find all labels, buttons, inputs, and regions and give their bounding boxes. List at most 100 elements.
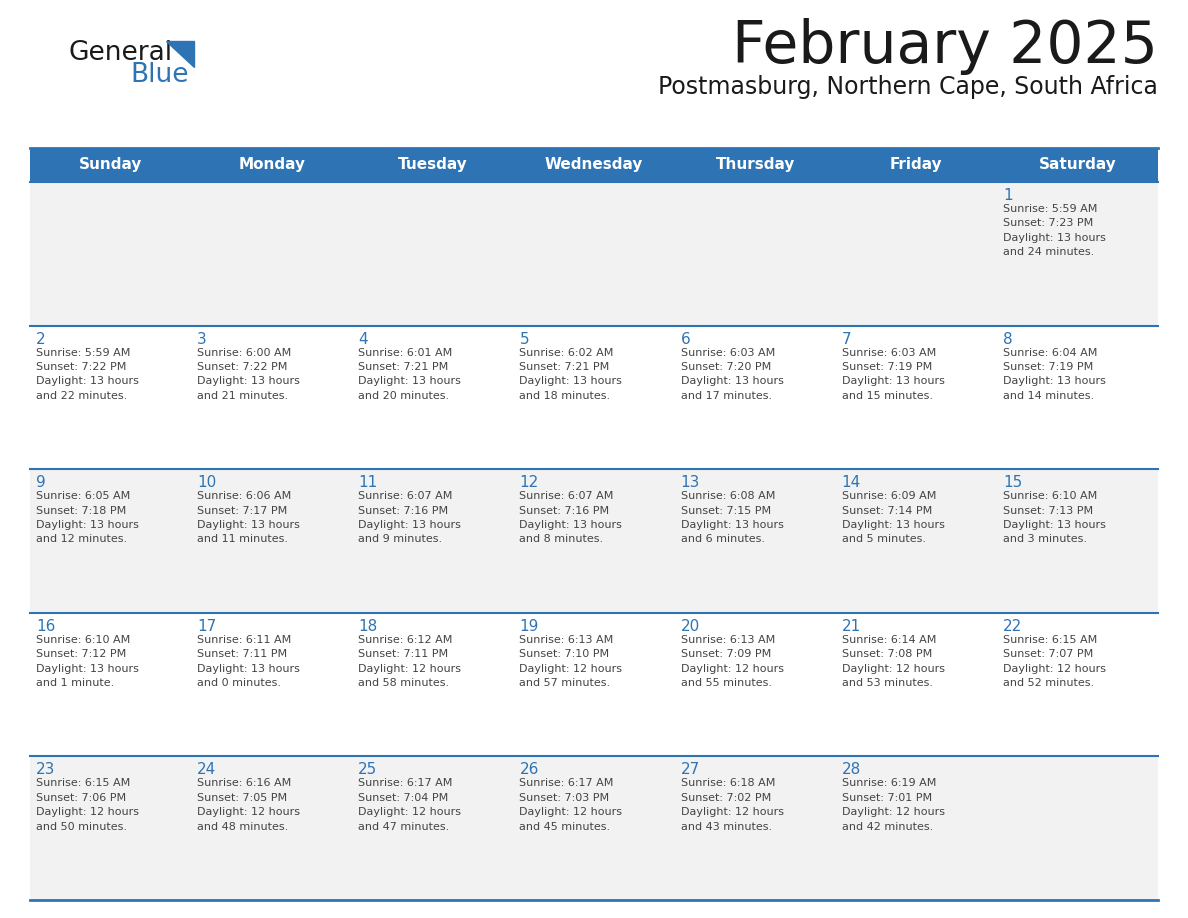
Text: 15: 15 (1003, 476, 1022, 490)
Text: 9: 9 (36, 476, 46, 490)
Text: 25: 25 (359, 763, 378, 778)
Bar (353, 613, 513, 756)
Text: 14: 14 (842, 476, 861, 490)
Text: Blue: Blue (129, 62, 189, 88)
Bar (353, 326, 513, 469)
Bar (675, 756, 835, 900)
Text: Monday: Monday (239, 158, 305, 173)
Text: February 2025: February 2025 (732, 18, 1158, 75)
Text: General: General (68, 40, 172, 66)
Text: Sunrise: 6:07 AM
Sunset: 7:16 PM
Daylight: 13 hours
and 9 minutes.: Sunrise: 6:07 AM Sunset: 7:16 PM Dayligh… (359, 491, 461, 544)
Bar (675, 613, 835, 756)
Text: Sunrise: 6:19 AM
Sunset: 7:01 PM
Daylight: 12 hours
and 42 minutes.: Sunrise: 6:19 AM Sunset: 7:01 PM Dayligh… (842, 778, 944, 832)
Bar (353, 148, 513, 182)
Bar (835, 148, 997, 182)
Text: Sunrise: 6:14 AM
Sunset: 7:08 PM
Daylight: 12 hours
and 53 minutes.: Sunrise: 6:14 AM Sunset: 7:08 PM Dayligh… (842, 635, 944, 688)
Text: Sunrise: 6:11 AM
Sunset: 7:11 PM
Daylight: 13 hours
and 0 minutes.: Sunrise: 6:11 AM Sunset: 7:11 PM Dayligh… (197, 635, 301, 688)
Text: Sunrise: 6:00 AM
Sunset: 7:22 PM
Daylight: 13 hours
and 21 minutes.: Sunrise: 6:00 AM Sunset: 7:22 PM Dayligh… (197, 348, 301, 401)
Text: Sunrise: 6:09 AM
Sunset: 7:14 PM
Daylight: 13 hours
and 5 minutes.: Sunrise: 6:09 AM Sunset: 7:14 PM Dayligh… (842, 491, 944, 544)
Bar (997, 182, 1158, 326)
Bar (675, 148, 835, 182)
Text: Sunrise: 5:59 AM
Sunset: 7:23 PM
Daylight: 13 hours
and 24 minutes.: Sunrise: 5:59 AM Sunset: 7:23 PM Dayligh… (1003, 204, 1106, 257)
Text: 23: 23 (36, 763, 56, 778)
Bar (835, 756, 997, 900)
Text: Sunrise: 6:15 AM
Sunset: 7:06 PM
Daylight: 12 hours
and 50 minutes.: Sunrise: 6:15 AM Sunset: 7:06 PM Dayligh… (36, 778, 139, 832)
Polygon shape (166, 41, 194, 67)
Text: Sunrise: 6:04 AM
Sunset: 7:19 PM
Daylight: 13 hours
and 14 minutes.: Sunrise: 6:04 AM Sunset: 7:19 PM Dayligh… (1003, 348, 1106, 401)
Bar (997, 326, 1158, 469)
Text: Sunrise: 6:02 AM
Sunset: 7:21 PM
Daylight: 13 hours
and 18 minutes.: Sunrise: 6:02 AM Sunset: 7:21 PM Dayligh… (519, 348, 623, 401)
Text: 11: 11 (359, 476, 378, 490)
Text: 10: 10 (197, 476, 216, 490)
Bar (835, 182, 997, 326)
Bar (997, 469, 1158, 613)
Bar (835, 469, 997, 613)
Text: Sunrise: 6:10 AM
Sunset: 7:12 PM
Daylight: 13 hours
and 1 minute.: Sunrise: 6:10 AM Sunset: 7:12 PM Dayligh… (36, 635, 139, 688)
Text: Sunday: Sunday (78, 158, 143, 173)
Bar (191, 613, 353, 756)
Text: 16: 16 (36, 619, 56, 633)
Bar (353, 182, 513, 326)
Bar (191, 756, 353, 900)
Bar (30, 613, 191, 756)
Bar (30, 148, 191, 182)
Text: Sunrise: 6:05 AM
Sunset: 7:18 PM
Daylight: 13 hours
and 12 minutes.: Sunrise: 6:05 AM Sunset: 7:18 PM Dayligh… (36, 491, 139, 544)
Bar (191, 469, 353, 613)
Text: Tuesday: Tuesday (398, 158, 468, 173)
Text: Sunrise: 6:13 AM
Sunset: 7:10 PM
Daylight: 12 hours
and 57 minutes.: Sunrise: 6:13 AM Sunset: 7:10 PM Dayligh… (519, 635, 623, 688)
Text: Postmasburg, Northern Cape, South Africa: Postmasburg, Northern Cape, South Africa (658, 75, 1158, 99)
Text: 13: 13 (681, 476, 700, 490)
Text: Sunrise: 6:01 AM
Sunset: 7:21 PM
Daylight: 13 hours
and 20 minutes.: Sunrise: 6:01 AM Sunset: 7:21 PM Dayligh… (359, 348, 461, 401)
Text: 17: 17 (197, 619, 216, 633)
Bar (30, 182, 191, 326)
Bar (353, 756, 513, 900)
Text: 26: 26 (519, 763, 539, 778)
Text: 24: 24 (197, 763, 216, 778)
Bar (191, 326, 353, 469)
Text: 4: 4 (359, 331, 368, 347)
Text: Sunrise: 6:16 AM
Sunset: 7:05 PM
Daylight: 12 hours
and 48 minutes.: Sunrise: 6:16 AM Sunset: 7:05 PM Dayligh… (197, 778, 301, 832)
Bar (513, 469, 675, 613)
Bar (997, 756, 1158, 900)
Text: Sunrise: 6:18 AM
Sunset: 7:02 PM
Daylight: 12 hours
and 43 minutes.: Sunrise: 6:18 AM Sunset: 7:02 PM Dayligh… (681, 778, 784, 832)
Bar (191, 148, 353, 182)
Text: 27: 27 (681, 763, 700, 778)
Bar (353, 469, 513, 613)
Text: 6: 6 (681, 331, 690, 347)
Text: 12: 12 (519, 476, 538, 490)
Bar (513, 182, 675, 326)
Text: Sunrise: 6:13 AM
Sunset: 7:09 PM
Daylight: 12 hours
and 55 minutes.: Sunrise: 6:13 AM Sunset: 7:09 PM Dayligh… (681, 635, 784, 688)
Bar (835, 613, 997, 756)
Text: 1: 1 (1003, 188, 1012, 203)
Text: Saturday: Saturday (1038, 158, 1117, 173)
Bar (675, 326, 835, 469)
Text: Sunrise: 6:17 AM
Sunset: 7:04 PM
Daylight: 12 hours
and 47 minutes.: Sunrise: 6:17 AM Sunset: 7:04 PM Dayligh… (359, 778, 461, 832)
Bar (513, 326, 675, 469)
Text: Sunrise: 6:06 AM
Sunset: 7:17 PM
Daylight: 13 hours
and 11 minutes.: Sunrise: 6:06 AM Sunset: 7:17 PM Dayligh… (197, 491, 301, 544)
Bar (513, 613, 675, 756)
Bar (513, 756, 675, 900)
Text: 19: 19 (519, 619, 539, 633)
Bar (675, 469, 835, 613)
Text: 8: 8 (1003, 331, 1012, 347)
Bar (30, 326, 191, 469)
Text: 21: 21 (842, 619, 861, 633)
Text: Sunrise: 5:59 AM
Sunset: 7:22 PM
Daylight: 13 hours
and 22 minutes.: Sunrise: 5:59 AM Sunset: 7:22 PM Dayligh… (36, 348, 139, 401)
Text: 18: 18 (359, 619, 378, 633)
Text: 5: 5 (519, 331, 529, 347)
Text: 7: 7 (842, 331, 852, 347)
Text: Sunrise: 6:03 AM
Sunset: 7:19 PM
Daylight: 13 hours
and 15 minutes.: Sunrise: 6:03 AM Sunset: 7:19 PM Dayligh… (842, 348, 944, 401)
Text: Sunrise: 6:08 AM
Sunset: 7:15 PM
Daylight: 13 hours
and 6 minutes.: Sunrise: 6:08 AM Sunset: 7:15 PM Dayligh… (681, 491, 783, 544)
Text: Sunrise: 6:07 AM
Sunset: 7:16 PM
Daylight: 13 hours
and 8 minutes.: Sunrise: 6:07 AM Sunset: 7:16 PM Dayligh… (519, 491, 623, 544)
Text: Sunrise: 6:17 AM
Sunset: 7:03 PM
Daylight: 12 hours
and 45 minutes.: Sunrise: 6:17 AM Sunset: 7:03 PM Dayligh… (519, 778, 623, 832)
Text: 20: 20 (681, 619, 700, 633)
Bar (997, 613, 1158, 756)
Text: Sunrise: 6:15 AM
Sunset: 7:07 PM
Daylight: 12 hours
and 52 minutes.: Sunrise: 6:15 AM Sunset: 7:07 PM Dayligh… (1003, 635, 1106, 688)
Bar (675, 182, 835, 326)
Text: Sunrise: 6:10 AM
Sunset: 7:13 PM
Daylight: 13 hours
and 3 minutes.: Sunrise: 6:10 AM Sunset: 7:13 PM Dayligh… (1003, 491, 1106, 544)
Bar (30, 469, 191, 613)
Text: Sunrise: 6:03 AM
Sunset: 7:20 PM
Daylight: 13 hours
and 17 minutes.: Sunrise: 6:03 AM Sunset: 7:20 PM Dayligh… (681, 348, 783, 401)
Bar (997, 148, 1158, 182)
Bar (191, 182, 353, 326)
Text: 3: 3 (197, 331, 207, 347)
